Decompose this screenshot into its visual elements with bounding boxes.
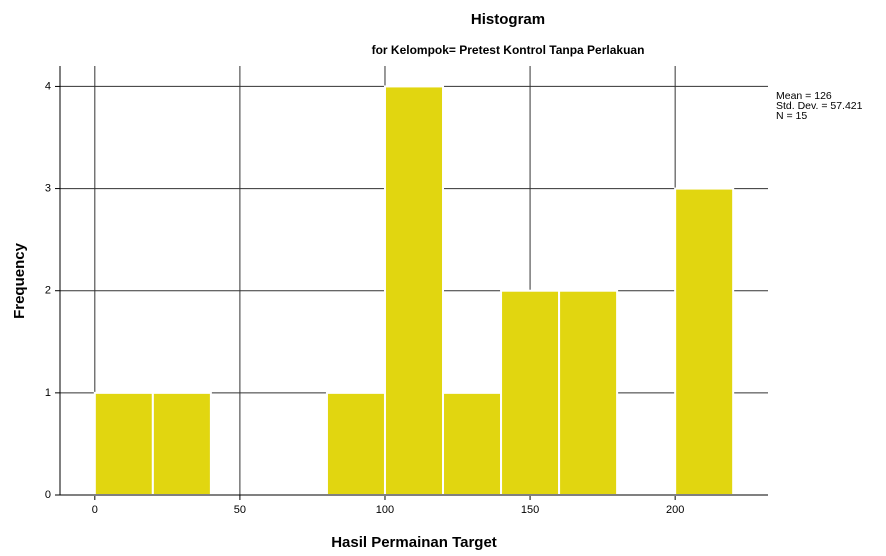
chart-subtitle: for Kelompok= Pretest Kontrol Tanpa Perl… [372, 43, 645, 57]
annotation: Mean = 126 [776, 90, 832, 102]
y-tick-label: 0 [45, 489, 51, 501]
bar [151, 391, 212, 497]
x-tick-label: 0 [92, 504, 98, 516]
bar [500, 289, 561, 497]
y-tick-label: 2 [45, 285, 51, 297]
x-axis-label: Hasil Permainan Target [331, 534, 497, 551]
annotation: Std. Dev. = 57.421 [776, 100, 863, 112]
bar [558, 289, 619, 497]
x-tick-label: 50 [234, 504, 246, 516]
y-tick-label: 3 [45, 182, 51, 194]
y-tick-label: 4 [45, 80, 51, 92]
chart-title: Histogram [471, 11, 545, 28]
y-tick-label: 1 [45, 387, 51, 399]
x-tick-label: 100 [376, 504, 394, 516]
bar [674, 187, 735, 496]
bar [325, 391, 386, 497]
x-tick-label: 150 [521, 504, 539, 516]
bar [442, 391, 503, 497]
annotation: N = 15 [776, 110, 807, 122]
bar [383, 85, 445, 497]
bar [93, 391, 154, 497]
y-axis-label: Frequency [11, 242, 28, 319]
x-tick-label: 200 [666, 504, 684, 516]
